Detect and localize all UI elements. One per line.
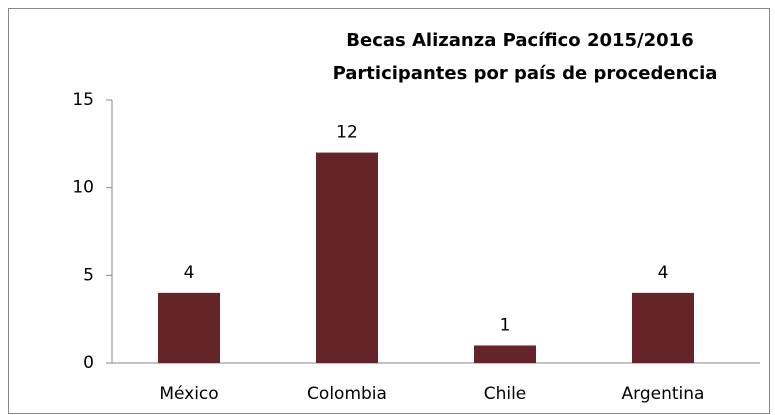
data-label: 12 <box>336 123 358 143</box>
bar <box>632 292 694 363</box>
y-tick-label: 0 <box>83 353 94 373</box>
bar <box>474 345 536 363</box>
bar <box>158 292 220 363</box>
y-tick-label: 10 <box>72 178 94 198</box>
bar <box>316 152 378 363</box>
x-tick-label: México <box>159 384 218 404</box>
chart-subtitle: Participantes por país de procedencia <box>333 63 718 84</box>
x-tick-label: Colombia <box>307 384 387 404</box>
y-tick-label: 15 <box>72 90 94 110</box>
chart-title: Becas Alizanza Pacífico 2015/2016 <box>346 30 693 51</box>
data-label: 4 <box>658 263 669 283</box>
data-label: 1 <box>500 315 511 335</box>
x-tick-label: Chile <box>484 384 527 404</box>
x-tick-label: Argentina <box>622 384 705 404</box>
data-label: 4 <box>184 263 195 283</box>
y-tick-label: 5 <box>83 265 94 285</box>
